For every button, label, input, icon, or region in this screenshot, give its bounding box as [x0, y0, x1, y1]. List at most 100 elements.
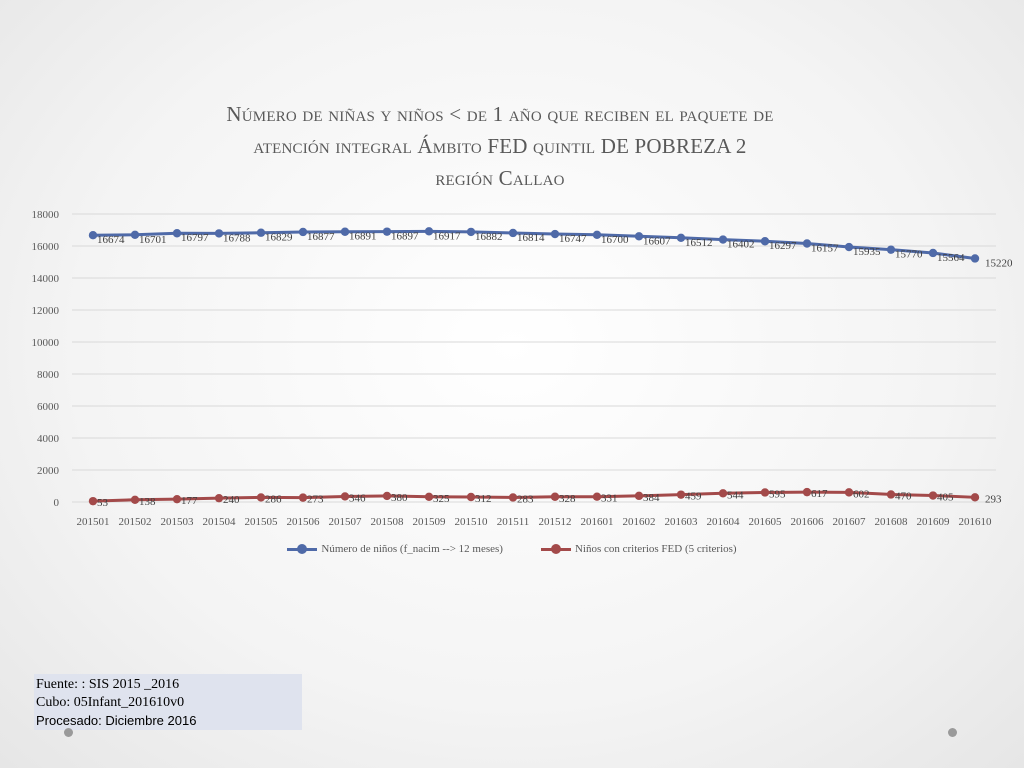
data-point-s1-1: [130, 495, 140, 504]
data-point-s1-5: [298, 493, 308, 502]
y-tick-label-2000: 2000: [37, 465, 60, 477]
x-tick-label-201505: 201505: [245, 516, 279, 528]
data-point-s0-15: [718, 235, 728, 244]
line-chart: 0 2000 4000 6000 8000 10000 12000 14000 16000 180…: [32, 209, 1014, 528]
data-label-s1-2: 177: [181, 495, 198, 507]
data-point-s1-14: [676, 490, 686, 499]
data-label-s0-4: 16829: [265, 232, 293, 244]
data-point-s1-18: [844, 488, 854, 497]
data-label-s0-16: 16297: [769, 240, 797, 252]
source-line-procesado: Procesado: Diciembre 2016: [36, 713, 197, 728]
data-point-s1-7: [382, 491, 392, 501]
data-label-s0-1: 16701: [139, 234, 167, 246]
data-point-s0-3: [214, 229, 224, 238]
x-tick-label-201604: 201604: [707, 516, 741, 528]
data-label-s0-5: 16877: [307, 231, 335, 243]
y-tick-label-6000: 6000: [37, 401, 60, 413]
data-point-s0-8: [424, 227, 434, 236]
data-label-s0-19: 15770: [895, 249, 923, 261]
data-point-s0-17: [802, 239, 812, 248]
data-point-s0-18: [844, 242, 854, 252]
data-label-s0-15: 16402: [727, 239, 755, 251]
source-box: Fuente: : SIS 2015 _2016 Cubo: 05Infant_…: [34, 674, 302, 730]
data-label-s1-6: 346: [349, 492, 366, 504]
data-label-s1-19: 470: [895, 490, 912, 502]
data-label-s1-3: 240: [223, 494, 240, 506]
data-label-s1-1: 138: [139, 496, 156, 508]
data-point-s1-3: [214, 493, 224, 503]
legend-swatch-red: [540, 543, 571, 555]
series-line-1: [92, 490, 976, 503]
legend-swatch-blue: [287, 543, 318, 555]
data-label-s0-17: 16157: [811, 242, 839, 254]
data-point-s0-21: [970, 254, 980, 263]
data-label-s0-2: 16797: [181, 232, 209, 244]
source-line-cubo: Cubo: 05Infant_201610v0: [36, 695, 185, 710]
x-tick-label-201507: 201507: [329, 516, 363, 528]
x-tick-label-201503: 201503: [161, 516, 195, 528]
data-point-s1-19: [886, 490, 896, 499]
data-label-s0-9: 16882: [475, 231, 503, 243]
source-line-fuente: Fuente: : SIS 2015 _2016: [36, 677, 180, 692]
x-tick-label-201605: 201605: [749, 516, 783, 528]
y-tick-label-14000: 14000: [32, 273, 60, 285]
x-tick-label-201511: 201511: [497, 516, 530, 528]
data-point-s1-12: [592, 492, 602, 501]
data-point-s0-12: [592, 230, 602, 239]
data-label-s1-4: 286: [265, 493, 282, 505]
data-label-s1-9: 312: [475, 493, 492, 505]
data-label-s1-13: 384: [643, 492, 660, 504]
y-tick-label-18000: 18000: [32, 209, 60, 221]
data-point-s1-21: [970, 493, 980, 502]
data-point-s1-17: [802, 487, 812, 497]
x-tick-label-201601: 201601: [581, 516, 614, 528]
x-tick-label-201504: 201504: [203, 516, 237, 528]
data-label-s0-18: 15935: [853, 246, 881, 258]
data-label-s0-8: 16917: [433, 230, 461, 242]
data-point-s1-20: [928, 491, 938, 500]
data-point-s0-0: [88, 231, 98, 240]
data-label-s1-17: 617: [811, 488, 828, 500]
data-point-s0-14: [676, 233, 686, 243]
data-label-s1-16: 595: [769, 488, 786, 500]
data-label-s1-18: 602: [853, 488, 870, 500]
data-point-s0-2: [172, 229, 182, 238]
x-tick-label-201509: 201509: [413, 516, 447, 528]
data-point-s0-20: [928, 248, 938, 258]
y-tick-label-8000: 8000: [37, 369, 60, 381]
chart-title-line-1: Número de niñas y niños < de 1 año que r…: [226, 102, 774, 126]
x-tick-label-201502: 201502: [119, 516, 152, 528]
chart-title-line-2: atención integral Ámbito FED quintil DE …: [253, 134, 747, 158]
data-point-s0-5: [298, 227, 308, 237]
data-point-s1-0: [88, 496, 98, 506]
legend-item-criterios-fed: Niños con criterios FED (5 criterios): [540, 543, 737, 555]
data-label-s0-11: 16747: [559, 233, 587, 245]
data-point-s0-6: [340, 227, 350, 236]
decorative-dot-left: [64, 728, 73, 737]
data-point-s1-15: [718, 489, 728, 498]
x-tick-label-201608: 201608: [875, 516, 909, 528]
data-point-s1-2: [172, 494, 182, 504]
data-point-s0-16: [760, 237, 770, 246]
x-tick-label-201506: 201506: [287, 516, 321, 528]
data-label-s0-7: 16897: [391, 231, 419, 243]
data-label-s0-10: 16814: [517, 232, 545, 244]
y-tick-label-12000: 12000: [32, 305, 60, 317]
data-point-s1-9: [466, 492, 476, 502]
chart-legend: Número de niños (f_nacim --> 12 meses) N…: [0, 543, 1024, 555]
series-line-0: [92, 229, 976, 260]
data-point-s1-11: [550, 492, 560, 501]
data-label-s0-12: 16700: [601, 234, 629, 246]
data-point-s0-7: [382, 227, 392, 236]
y-tick-label-4000: 4000: [37, 433, 60, 445]
x-tick-label-201602: 201602: [623, 516, 656, 528]
data-point-s0-9: [466, 227, 476, 237]
x-tick-label-201609: 201609: [917, 516, 951, 528]
x-tick-label-201512: 201512: [539, 516, 572, 528]
data-label-s0-20: 15564: [937, 252, 965, 264]
data-label-s1-21: 293: [985, 493, 1002, 505]
x-tick-label-201603: 201603: [665, 516, 699, 528]
data-label-s0-6: 16891: [349, 231, 377, 243]
chart-title-line-3: región Callao: [435, 166, 565, 190]
chart-title: Número de niñas y niños < de 1 año que r…: [100, 98, 900, 194]
